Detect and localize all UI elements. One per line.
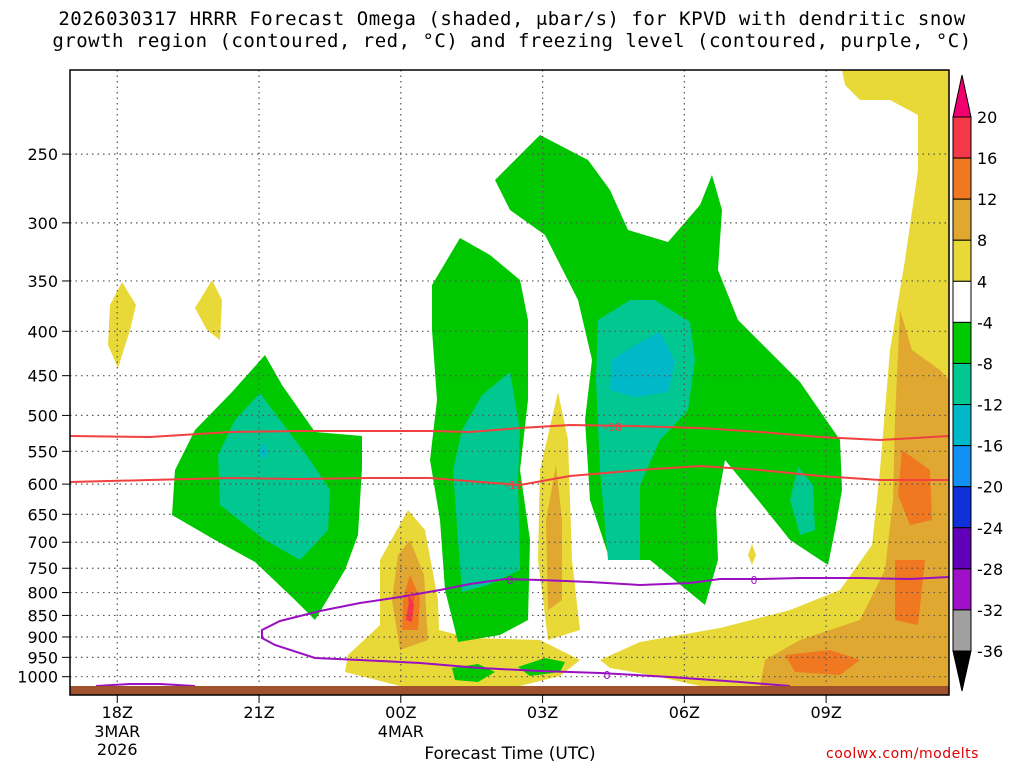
colorbar-label-2: 12 — [977, 190, 997, 209]
colorbar-label-4: 4 — [977, 272, 987, 291]
omega-column-03z-mid — [546, 465, 562, 610]
title-line-1: 2026030317 HRRR Forecast Omega (shaded, … — [58, 8, 966, 30]
colorbar-swatch-8 — [952, 445, 972, 488]
x-tick-label-18Z: 18Z — [102, 703, 133, 722]
y-tick-label-350: 350 — [27, 272, 58, 291]
colorbar-label-13: -36 — [977, 642, 1003, 661]
ground-strip — [70, 686, 949, 695]
colorbar-swatch-4 — [952, 280, 972, 323]
watermark: coolwx.com/modelts — [826, 746, 979, 762]
y-tick-label-950: 950 — [27, 648, 58, 667]
colorbar-swatch-0 — [952, 116, 972, 159]
y-tick-label-800: 800 — [27, 584, 58, 603]
y-tick-label-600: 600 — [27, 475, 58, 494]
y-axis: 250 300 350 400 450 500 550 600 650 700 750 800 850 9… — [17, 145, 70, 687]
contour-label-zero-4: 0 — [408, 593, 415, 606]
omega-blob-19z — [195, 280, 222, 340]
colorbar: 20 16 12 8 4 -4 -8 -12 -16 -20 -24 -28 -32 -36 — [952, 74, 1003, 692]
colorbar-label-7: -12 — [977, 396, 1003, 415]
colorbar-swatch-10 — [952, 527, 972, 570]
y-tick-label-300: 300 — [27, 214, 58, 233]
colorbar-swatch-12 — [952, 609, 972, 652]
colorbar-swatch-1 — [952, 157, 972, 200]
y-tick-label-850: 850 — [27, 606, 58, 625]
plot-frame — [69, 69, 950, 696]
colorbar-swatch-11 — [952, 568, 972, 611]
omega-core-lower-right-2 — [895, 560, 925, 625]
colorbar-swatch-5 — [952, 321, 972, 364]
colorbar-label-9: -20 — [977, 478, 1003, 497]
omega-negative-left-teal — [218, 393, 330, 560]
colorbar-label-6: -8 — [977, 354, 993, 373]
contour-zero-lower-left — [95, 683, 196, 686]
x-tick-label-06Z: 06Z — [669, 703, 700, 722]
x-tick-date-18Z: 3MAR — [94, 722, 140, 741]
colorbar-label-10: -24 — [977, 519, 1003, 538]
colorbar-swatch-3 — [952, 239, 972, 282]
title-line-2: growth region (contoured, red, °C) and f… — [52, 30, 972, 52]
colorbar-label-8: -16 — [977, 437, 1003, 456]
colorbar-label-0: 20 — [977, 108, 997, 127]
omega-core-upper-right — [898, 450, 932, 525]
colorbar-swatch-9 — [952, 486, 972, 529]
omega-core-lower-right — [785, 650, 860, 675]
colorbar-label-1: 16 — [977, 149, 997, 168]
y-tick-label-250: 250 — [27, 145, 58, 164]
colorbar-label-3: 8 — [977, 231, 987, 250]
contour-label-minus-18: -18 — [604, 421, 622, 434]
colorbar-top-arrow — [952, 74, 972, 118]
x-axis-label: Forecast Time (UTC) — [424, 744, 596, 764]
y-tick-label-1000: 1000 — [17, 668, 58, 687]
x-tick-label-00Z: 00Z — [385, 703, 416, 722]
x-tick-date-00Z: 4MAR — [378, 722, 424, 741]
gridlines — [70, 70, 949, 686]
y-tick-label-550: 550 — [27, 442, 58, 461]
colorbar-label-11: -28 — [977, 560, 1003, 579]
omega-blob-07z — [748, 544, 756, 565]
contours: -18 -12 0 0 0 0 — [70, 421, 949, 686]
y-tick-label-650: 650 — [27, 505, 58, 524]
y-tick-label-750: 750 — [27, 559, 58, 578]
y-tick-label-450: 450 — [27, 367, 58, 386]
contour-minus-18 — [70, 423, 949, 442]
x-tick-year-18Z: 2026 — [97, 740, 138, 759]
contour-label-zero-1: 0 — [507, 574, 514, 587]
x-tick-label-21Z: 21Z — [243, 703, 274, 722]
colorbar-swatch-7 — [952, 404, 972, 447]
colorbar-label-5: -4 — [977, 313, 993, 332]
contour-label-zero-2: 0 — [751, 574, 758, 587]
y-tick-label-900: 900 — [27, 628, 58, 647]
colorbar-swatch-2 — [952, 198, 972, 241]
contour-label-zero-3: 0 — [604, 669, 611, 682]
colorbar-label-12: -32 — [977, 601, 1003, 620]
omega-blob-18z — [108, 282, 136, 368]
x-tick-label-09Z: 09Z — [810, 703, 841, 722]
colorbar-bottom-arrow — [952, 650, 972, 692]
y-tick-label-700: 700 — [27, 533, 58, 552]
colorbar-swatch-6 — [952, 362, 972, 406]
omega-negative-upper-cyan — [610, 332, 675, 397]
contour-label-minus-12: -12 — [505, 479, 523, 492]
contour-minus-12 — [70, 464, 949, 487]
x-tick-label-03Z: 03Z — [527, 703, 558, 722]
y-tick-label-500: 500 — [27, 406, 58, 425]
contour-zero — [261, 576, 949, 686]
omega-shading — [108, 70, 949, 686]
y-tick-label-400: 400 — [27, 322, 58, 341]
chart-title: 2026030317 HRRR Forecast Omega (shaded, … — [0, 8, 1024, 52]
